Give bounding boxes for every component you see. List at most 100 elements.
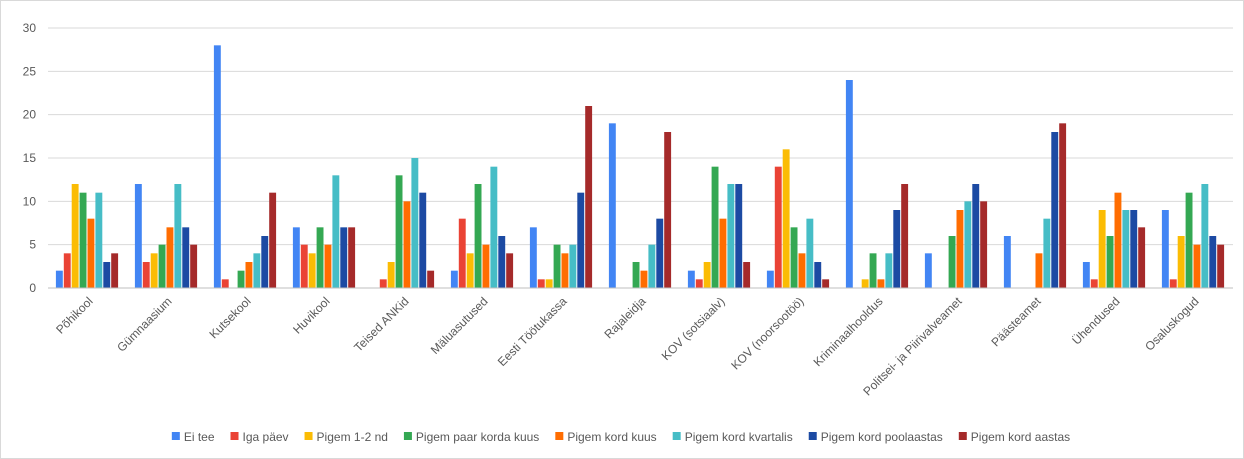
legend-label: Pigem 1-2 nd xyxy=(317,430,388,444)
bar xyxy=(1138,227,1146,288)
bar xyxy=(687,270,695,288)
bar xyxy=(1114,192,1122,288)
y-tick-label: 0 xyxy=(29,281,36,295)
bar xyxy=(103,262,111,288)
category-label: Osaluskogud xyxy=(1142,294,1201,353)
bar xyxy=(403,201,411,288)
bar xyxy=(569,244,577,288)
bar xyxy=(379,279,387,288)
bar xyxy=(498,236,506,288)
bar xyxy=(182,227,190,288)
category-label: KOV (sotsiaalv) xyxy=(659,294,728,363)
bars xyxy=(55,45,1225,288)
bar xyxy=(845,80,853,288)
bar xyxy=(474,184,482,288)
bar xyxy=(577,192,585,288)
bar xyxy=(766,270,774,288)
legend-item: Pigem kord kvartalis xyxy=(672,430,793,444)
legend-label: Pigem kord poolaastas xyxy=(821,430,943,444)
gridlines xyxy=(48,27,1233,246)
bar xyxy=(719,218,727,288)
y-tick-label: 5 xyxy=(29,238,36,252)
bar xyxy=(924,253,932,288)
bar xyxy=(656,218,664,288)
y-axis: 0 5 10 15 20 25 30 xyxy=(23,21,37,295)
bar xyxy=(55,270,63,288)
category-label: Mäluasutused xyxy=(428,294,491,357)
bar xyxy=(387,262,395,288)
legend-item: Ei tee xyxy=(171,430,215,444)
bar xyxy=(790,227,798,288)
bar xyxy=(1003,236,1011,288)
bar xyxy=(972,184,980,288)
bar xyxy=(150,253,158,288)
bar xyxy=(450,270,458,288)
bar xyxy=(537,279,545,288)
bar xyxy=(253,253,261,288)
bar xyxy=(1051,132,1059,288)
legend: Ei tee Iga päev Pigem 1-2 nd Pigem paar kor… xyxy=(171,430,1070,444)
category-label: Huvikool xyxy=(290,294,332,336)
bar xyxy=(213,45,221,288)
bar xyxy=(1106,236,1114,288)
bar xyxy=(332,175,340,288)
category-label: Gümnaasium xyxy=(114,294,174,354)
legend-label: Pigem kord kvartalis xyxy=(685,430,793,444)
legend-label: Iga päev xyxy=(243,430,289,444)
legend-swatch xyxy=(808,432,817,440)
legend-label: Pigem kord kuus xyxy=(567,430,656,444)
bar xyxy=(529,227,537,288)
category-label: Rajaleidja xyxy=(601,294,648,341)
category-label: KOV (noorsootöö) xyxy=(728,294,806,372)
bar xyxy=(735,184,743,288)
bar xyxy=(648,244,656,288)
bar xyxy=(1059,123,1067,288)
legend-label: Pigem paar korda kuus xyxy=(416,430,539,444)
bar xyxy=(782,149,790,288)
bar xyxy=(545,279,553,288)
bar xyxy=(727,184,735,288)
legend-swatch xyxy=(304,432,313,440)
bar xyxy=(111,253,119,288)
legend-swatch xyxy=(230,432,239,440)
bar xyxy=(964,201,972,288)
bar xyxy=(419,192,427,288)
bar xyxy=(1185,192,1193,288)
bar xyxy=(1082,262,1090,288)
bar xyxy=(1122,210,1130,288)
legend-swatch xyxy=(171,432,180,440)
bar xyxy=(395,175,403,288)
bar xyxy=(743,262,751,288)
bar xyxy=(806,218,814,288)
bar xyxy=(885,253,893,288)
legend-item: Pigem 1-2 nd xyxy=(304,430,388,444)
bar xyxy=(348,227,356,288)
bar xyxy=(1090,279,1098,288)
bar xyxy=(466,253,474,288)
category-label: Teised ANKid xyxy=(351,294,411,354)
bar xyxy=(1209,236,1217,288)
legend-swatch xyxy=(958,432,967,440)
bar xyxy=(134,184,142,288)
category-label: Päästeamet xyxy=(988,294,1044,350)
bar xyxy=(1217,244,1225,288)
bar xyxy=(1035,253,1043,288)
category-label: Ühendused xyxy=(1069,294,1122,347)
bar xyxy=(245,262,253,288)
y-tick-label: 10 xyxy=(23,194,37,208)
bar xyxy=(893,210,901,288)
bar xyxy=(711,166,719,288)
bar xyxy=(324,244,332,288)
bar xyxy=(1043,218,1051,288)
bar xyxy=(158,244,166,288)
bar xyxy=(1169,279,1177,288)
bar xyxy=(948,236,956,288)
bar xyxy=(300,244,308,288)
bar xyxy=(166,227,174,288)
bar xyxy=(561,253,569,288)
category-label: Eesti Töötukassa xyxy=(495,294,570,369)
category-labels: Põhikool Gümnaasium Kutsekool Huvikool Teise… xyxy=(53,294,1201,399)
bar xyxy=(774,166,782,288)
